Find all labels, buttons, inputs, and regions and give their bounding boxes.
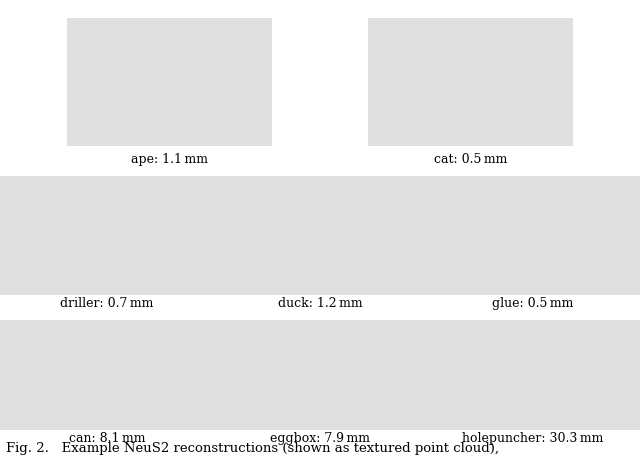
Text: can: 8.1 mm: can: 8.1 mm bbox=[68, 432, 145, 445]
FancyBboxPatch shape bbox=[0, 320, 213, 430]
Text: eggbox: 7.9 mm: eggbox: 7.9 mm bbox=[270, 432, 370, 445]
Text: Fig. 2.   Example NeuS2 reconstructions (shown as textured point cloud),: Fig. 2. Example NeuS2 reconstructions (s… bbox=[6, 442, 499, 455]
Text: holepuncher: 30.3 mm: holepuncher: 30.3 mm bbox=[463, 432, 604, 445]
FancyBboxPatch shape bbox=[368, 18, 573, 146]
FancyBboxPatch shape bbox=[213, 176, 427, 295]
Text: driller: 0.7 mm: driller: 0.7 mm bbox=[60, 297, 154, 310]
FancyBboxPatch shape bbox=[427, 320, 640, 430]
FancyBboxPatch shape bbox=[427, 176, 640, 295]
FancyBboxPatch shape bbox=[0, 176, 213, 295]
Text: duck: 1.2 mm: duck: 1.2 mm bbox=[278, 297, 362, 310]
Text: glue: 0.5 mm: glue: 0.5 mm bbox=[492, 297, 574, 310]
Text: ape: 1.1 mm: ape: 1.1 mm bbox=[131, 153, 208, 166]
Text: cat: 0.5 mm: cat: 0.5 mm bbox=[434, 153, 507, 166]
FancyBboxPatch shape bbox=[67, 18, 272, 146]
FancyBboxPatch shape bbox=[213, 320, 427, 430]
